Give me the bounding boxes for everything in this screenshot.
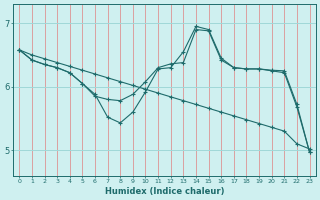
X-axis label: Humidex (Indice chaleur): Humidex (Indice chaleur) <box>105 187 224 196</box>
